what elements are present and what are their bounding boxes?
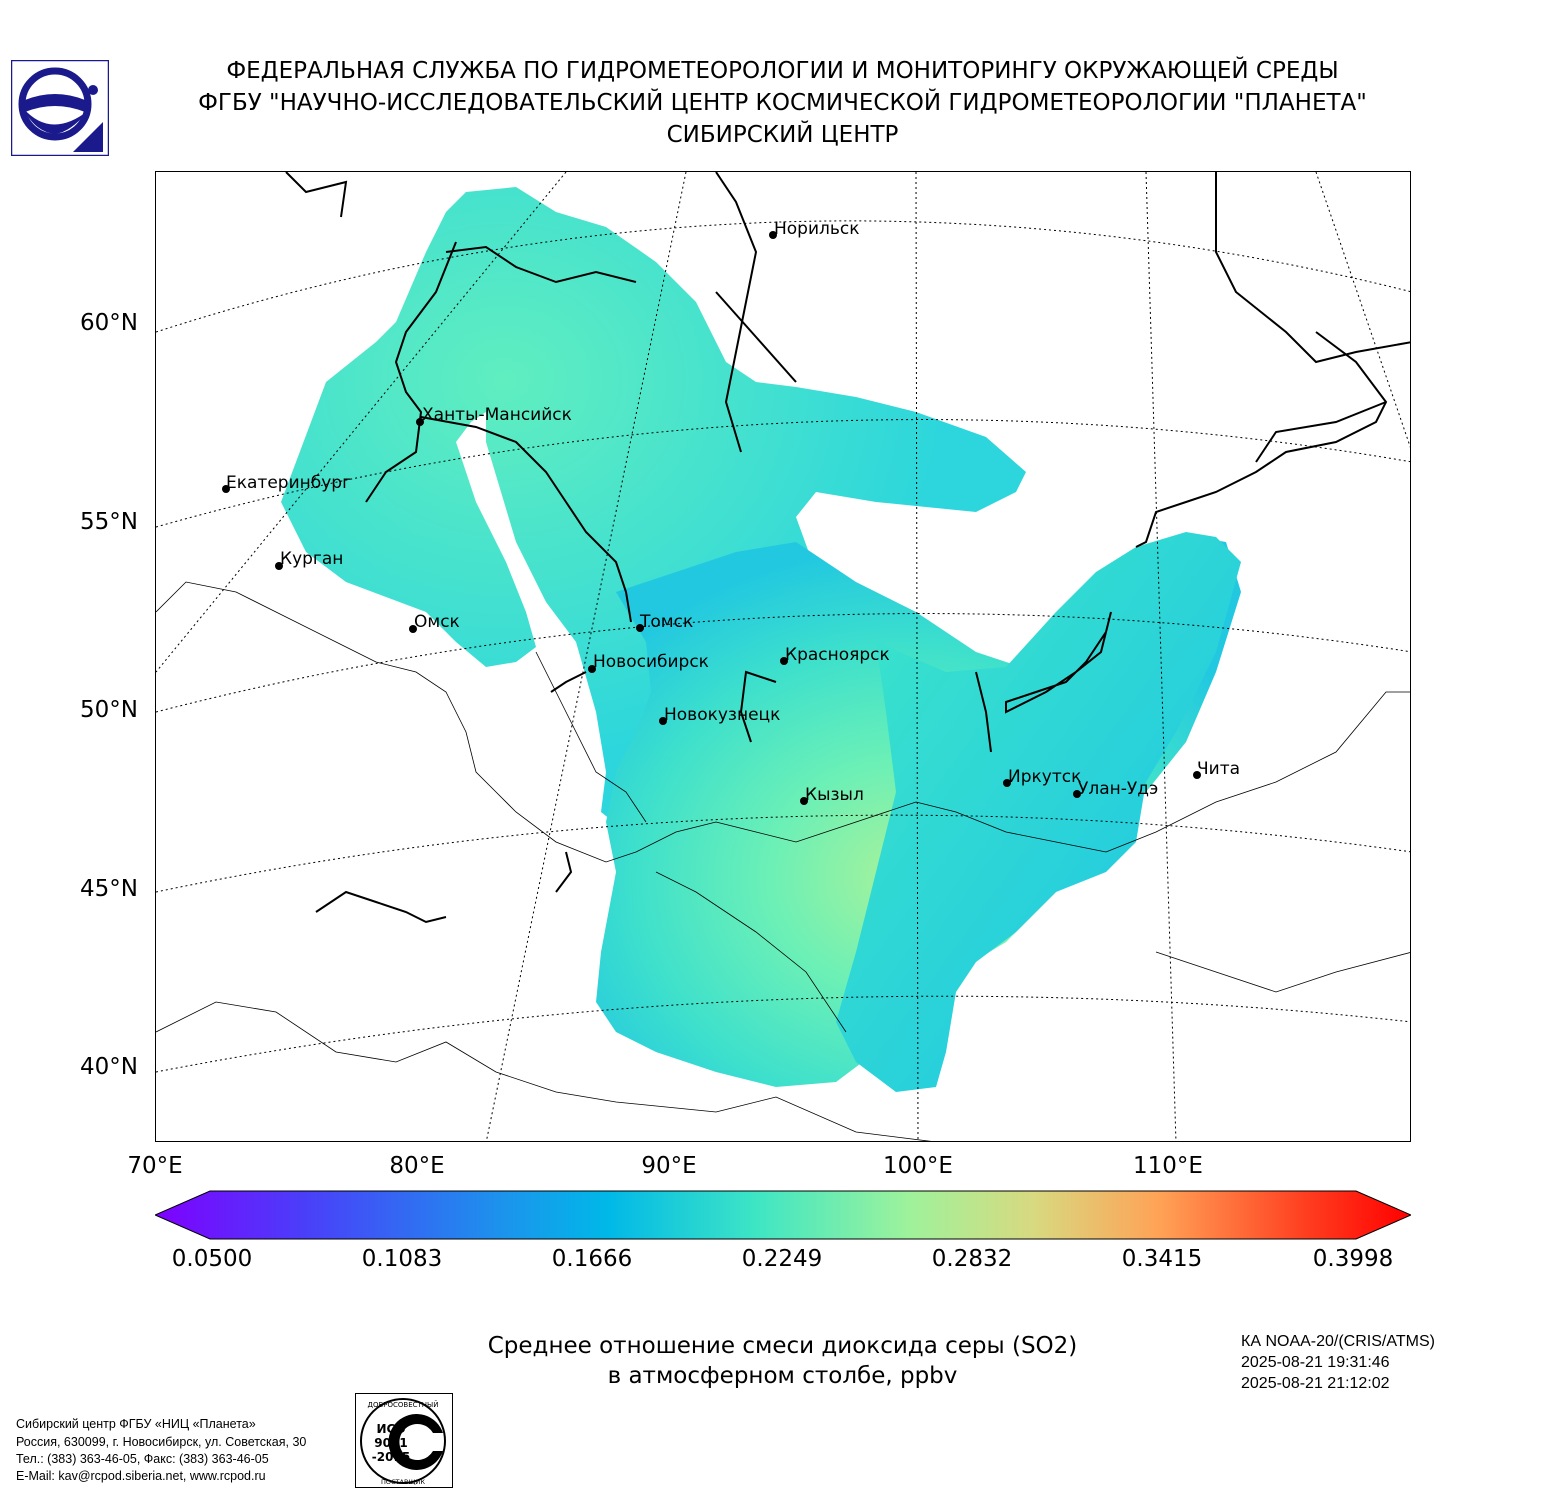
so2-field bbox=[281, 187, 1241, 1092]
city-kyzyl: Кызыл bbox=[805, 785, 864, 805]
caption-line-2: в атмосферном столбе, ppbv bbox=[607, 1363, 958, 1389]
footer-phone: Тел.: (383) 363-46-05, Факс: (383) 363-4… bbox=[16, 1452, 269, 1466]
lon-label: 110°E bbox=[1133, 1153, 1203, 1179]
city-krasnoyarsk: Красноярск bbox=[785, 645, 890, 665]
footer-org: Сибирский центр ФГБУ «НИЦ «Планета» bbox=[16, 1417, 256, 1431]
city-dot bbox=[1193, 771, 1201, 779]
city-dot bbox=[659, 717, 667, 725]
lat-label: 45°N bbox=[80, 876, 138, 902]
so2-map: Норильск Ханты-Мансийск Екатеринбург Кур… bbox=[155, 171, 1411, 1142]
borders bbox=[156, 581, 1410, 1141]
colorbar-tick: 0.2832 bbox=[931, 1246, 1013, 1272]
city-omsk: Омск bbox=[414, 612, 460, 632]
colorbar-tick: 0.3998 bbox=[1312, 1246, 1394, 1272]
city-dot bbox=[588, 665, 596, 673]
graticule bbox=[156, 172, 1410, 1141]
lon-label: 70°E bbox=[127, 1153, 183, 1179]
city-khanty: Ханты-Мансийск bbox=[422, 405, 572, 425]
city-dot bbox=[769, 231, 777, 239]
city-dot bbox=[1003, 779, 1011, 787]
city-dot bbox=[636, 624, 644, 632]
city-novokuznetsk: Новокузнецк bbox=[664, 705, 781, 725]
iso-certificate-badge: ДОБРОСОВЕСТНЫЙ ИСО 9001 -2015 ПОСТАВЩИК bbox=[355, 1393, 453, 1488]
iso-top-text: ДОБРОСОВЕСТНЫЙ bbox=[368, 1400, 439, 1409]
city-dot bbox=[416, 418, 424, 426]
lon-label: 80°E bbox=[389, 1153, 445, 1179]
lat-label: 50°N bbox=[80, 697, 138, 723]
iso-text: ИСО bbox=[376, 1422, 405, 1436]
footer-email: E-Mail: kav@rcpod.siberia.net, www.rcpod… bbox=[16, 1469, 266, 1483]
city-norilsk: Норильск bbox=[774, 219, 860, 239]
header-line-3: СИБИРСКИЙ ЦЕНТР bbox=[666, 122, 899, 148]
lat-label: 40°N bbox=[80, 1054, 138, 1080]
header-line-2: ФГБУ "НАУЧНО-ИССЛЕДОВАТЕЛЬСКИЙ ЦЕНТР КОС… bbox=[198, 90, 1367, 116]
lon-label: 90°E bbox=[641, 1153, 697, 1179]
header-line-1: ФЕДЕРАЛЬНАЯ СЛУЖБА ПО ГИДРОМЕТЕОРОЛОГИИ … bbox=[226, 58, 1339, 84]
colorbar bbox=[155, 1190, 1411, 1240]
city-ulanude: Улан-Удэ bbox=[1078, 779, 1159, 799]
city-dot bbox=[1073, 790, 1081, 798]
city-tomsk: Томск bbox=[640, 612, 694, 632]
iso-text: 9001 bbox=[374, 1436, 407, 1450]
planeta-logo bbox=[11, 60, 109, 156]
lat-label: 60°N bbox=[80, 310, 138, 336]
caption-line-1: Среднее отношение смеси диоксида серы (S… bbox=[487, 1333, 1078, 1359]
satellite-name: КА NOAA-20/(CRIS/ATMS) bbox=[1241, 1333, 1435, 1350]
lat-label: 55°N bbox=[80, 509, 138, 535]
satellite-time-2: 2025-08-21 21:12:02 bbox=[1241, 1375, 1390, 1392]
rivers bbox=[285, 172, 1410, 924]
colorbar-tick: 0.1083 bbox=[361, 1246, 443, 1272]
colorbar-tick: 0.3415 bbox=[1121, 1246, 1203, 1272]
city-dot bbox=[275, 562, 283, 570]
city-dot bbox=[222, 485, 230, 493]
city-kurgan: Курган bbox=[280, 549, 344, 569]
iso-text: -2015 bbox=[372, 1450, 410, 1464]
lon-label: 100°E bbox=[883, 1153, 953, 1179]
city-novosibirsk: Новосибирск bbox=[593, 652, 709, 672]
footer-address: Россия, 630099, г. Новосибирск, ул. Сове… bbox=[16, 1435, 307, 1449]
city-dot bbox=[800, 797, 808, 805]
colorbar-tick: 0.0500 bbox=[171, 1246, 253, 1272]
iso-bottom-text: ПОСТАВЩИК bbox=[381, 1478, 425, 1486]
city-irkutsk: Иркутск bbox=[1008, 767, 1082, 787]
satellite-time-1: 2025-08-21 19:31:46 bbox=[1241, 1354, 1390, 1371]
city-chita: Чита bbox=[1197, 759, 1241, 779]
city-ekb: Екатеринбург bbox=[226, 473, 352, 493]
colorbar-tick: 0.2249 bbox=[741, 1246, 823, 1272]
colorbar-tick: 0.1666 bbox=[551, 1246, 633, 1272]
city-dot bbox=[780, 657, 788, 665]
city-dot bbox=[409, 625, 417, 633]
